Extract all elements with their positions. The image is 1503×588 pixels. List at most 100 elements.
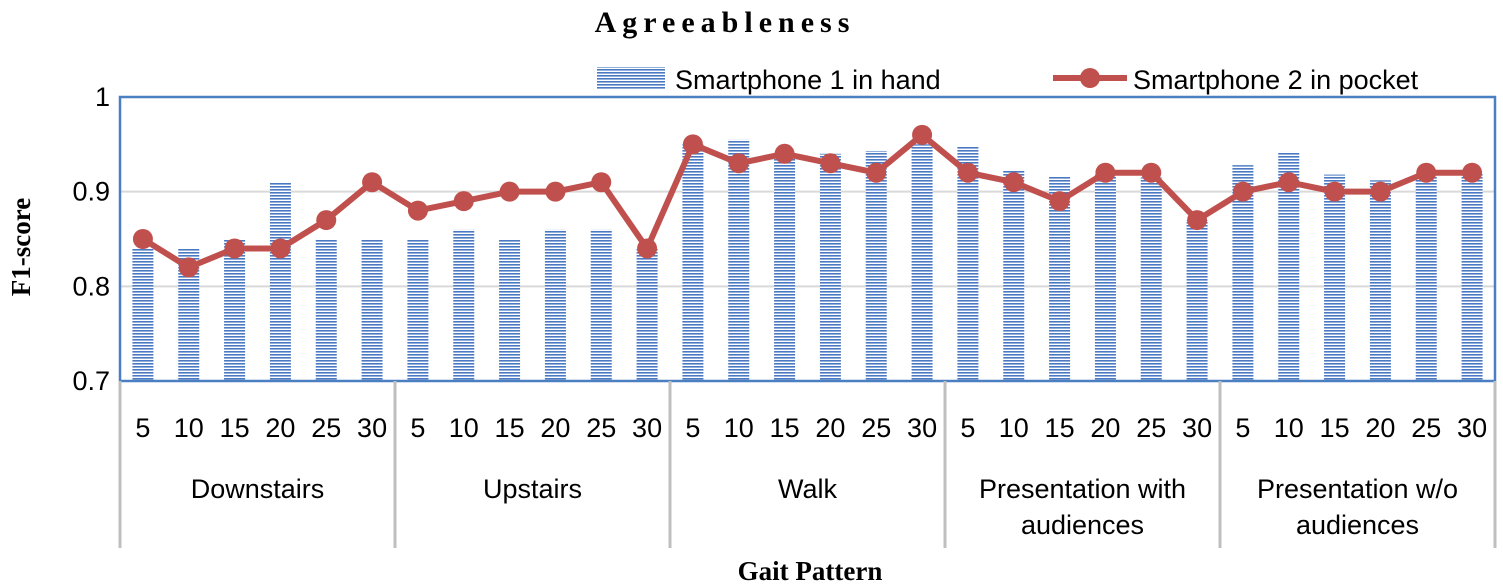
series-point — [1095, 162, 1116, 183]
bar — [819, 153, 841, 381]
x-tick-label: 25 — [311, 413, 341, 443]
x-tick-label: 20 — [1365, 413, 1395, 443]
chart-title: Agreeableness — [595, 6, 856, 39]
x-tick-label: 15 — [220, 413, 250, 443]
x-group-label: Upstairs — [483, 474, 582, 504]
series-point — [1003, 172, 1024, 193]
bar — [682, 144, 704, 381]
series-point — [1232, 181, 1253, 202]
x-tick-label: 10 — [449, 413, 479, 443]
series-point — [682, 134, 703, 155]
x-group-label: Presentation with — [979, 474, 1186, 504]
x-tick-label: 30 — [1457, 413, 1487, 443]
series-point — [1416, 162, 1437, 183]
bar — [407, 239, 429, 381]
bar — [774, 153, 796, 381]
x-tick-label: 20 — [540, 413, 570, 443]
legend-label-smartphone-1: Smartphone 1 in hand — [675, 65, 941, 95]
series-point — [820, 153, 841, 174]
bar — [957, 146, 979, 381]
y-tick-label: 0.8 — [72, 271, 110, 301]
series-point — [912, 124, 933, 145]
x-group-label: audiences — [1021, 510, 1144, 540]
series-point — [316, 210, 337, 231]
x-tick-label: 5 — [135, 413, 150, 443]
x-axis-title: Gait Pattern — [738, 556, 883, 586]
bar — [499, 239, 521, 381]
series-point — [1462, 162, 1483, 183]
y-axis-title: F1-score — [6, 198, 36, 296]
series-point — [1049, 191, 1070, 212]
bars — [132, 139, 1483, 381]
y-tick-label: 0.9 — [72, 177, 110, 207]
line-series — [132, 124, 1483, 278]
bar — [1415, 172, 1437, 381]
bar — [224, 239, 246, 381]
x-tick-label: 25 — [861, 413, 891, 443]
series-point — [591, 172, 612, 193]
x-tick-label: 5 — [410, 413, 425, 443]
series-point — [728, 153, 749, 174]
bar — [453, 229, 475, 381]
x-tick-label: 10 — [724, 413, 754, 443]
x-group-label: Presentation w/o — [1257, 474, 1458, 504]
x-group-label: Walk — [778, 474, 837, 504]
bar — [865, 150, 887, 381]
series-point — [774, 143, 795, 164]
bar — [728, 139, 750, 381]
series-point — [362, 172, 383, 193]
plot-frame — [118, 95, 1497, 383]
bar — [269, 182, 291, 381]
x-tick-label: 20 — [265, 413, 295, 443]
x-tick-label: 15 — [770, 413, 800, 443]
series-point — [1187, 210, 1208, 231]
bar — [132, 248, 154, 381]
x-tick-label: 25 — [586, 413, 616, 443]
series-point — [132, 229, 153, 249]
bar — [1369, 180, 1391, 381]
x-tick-label: 5 — [685, 413, 700, 443]
series-point — [545, 181, 566, 202]
x-tick-label: 10 — [999, 413, 1029, 443]
y-tick-label: 0.7 — [72, 366, 110, 396]
bar — [1003, 170, 1025, 381]
x-tick-label: 15 — [1045, 413, 1075, 443]
series-point — [270, 238, 291, 259]
bar — [636, 248, 658, 381]
y-axis-ticks: 0.7 0.8 0.9 1 — [72, 82, 110, 396]
series-point — [1278, 172, 1299, 193]
x-tick-label: 15 — [1320, 413, 1350, 443]
series-point — [957, 162, 978, 183]
x-tick-label: 25 — [1411, 413, 1441, 443]
x-tick-label: 10 — [1274, 413, 1304, 443]
bar — [1324, 174, 1346, 381]
bar — [315, 239, 337, 381]
x-tick-label: 25 — [1136, 413, 1166, 443]
bar — [1094, 174, 1116, 381]
series-point — [178, 257, 199, 278]
x-group-label: audiences — [1296, 510, 1419, 540]
x-tick-label: 15 — [495, 413, 525, 443]
legend-label-smartphone-2: Smartphone 2 in pocket — [1133, 65, 1419, 95]
legend-marker — [1080, 68, 1100, 88]
x-tick-label: 30 — [1182, 413, 1212, 443]
y-tick-label: 1 — [95, 82, 110, 112]
series-point — [1141, 162, 1162, 183]
bar — [1186, 220, 1208, 381]
series-point — [866, 162, 887, 183]
series-point — [637, 238, 658, 259]
gridlines — [120, 190, 1495, 288]
series-line — [141, 131, 1473, 271]
x-tick-label: 20 — [815, 413, 845, 443]
bar — [1232, 165, 1254, 381]
series-point — [453, 191, 474, 212]
x-tick-label: 30 — [357, 413, 387, 443]
x-tick-label: 30 — [632, 413, 662, 443]
bar — [590, 229, 612, 381]
legend-bar-swatch — [597, 67, 665, 89]
x-axis-table: 5 10 15 20 25 30 Downstairs 5 10 15 20 25 30 Upstairs… — [118, 381, 1497, 548]
bar — [544, 229, 566, 381]
series-point — [224, 238, 245, 259]
legend: Smartphone 1 in hand Smartphone 2 in poc… — [597, 65, 1419, 95]
